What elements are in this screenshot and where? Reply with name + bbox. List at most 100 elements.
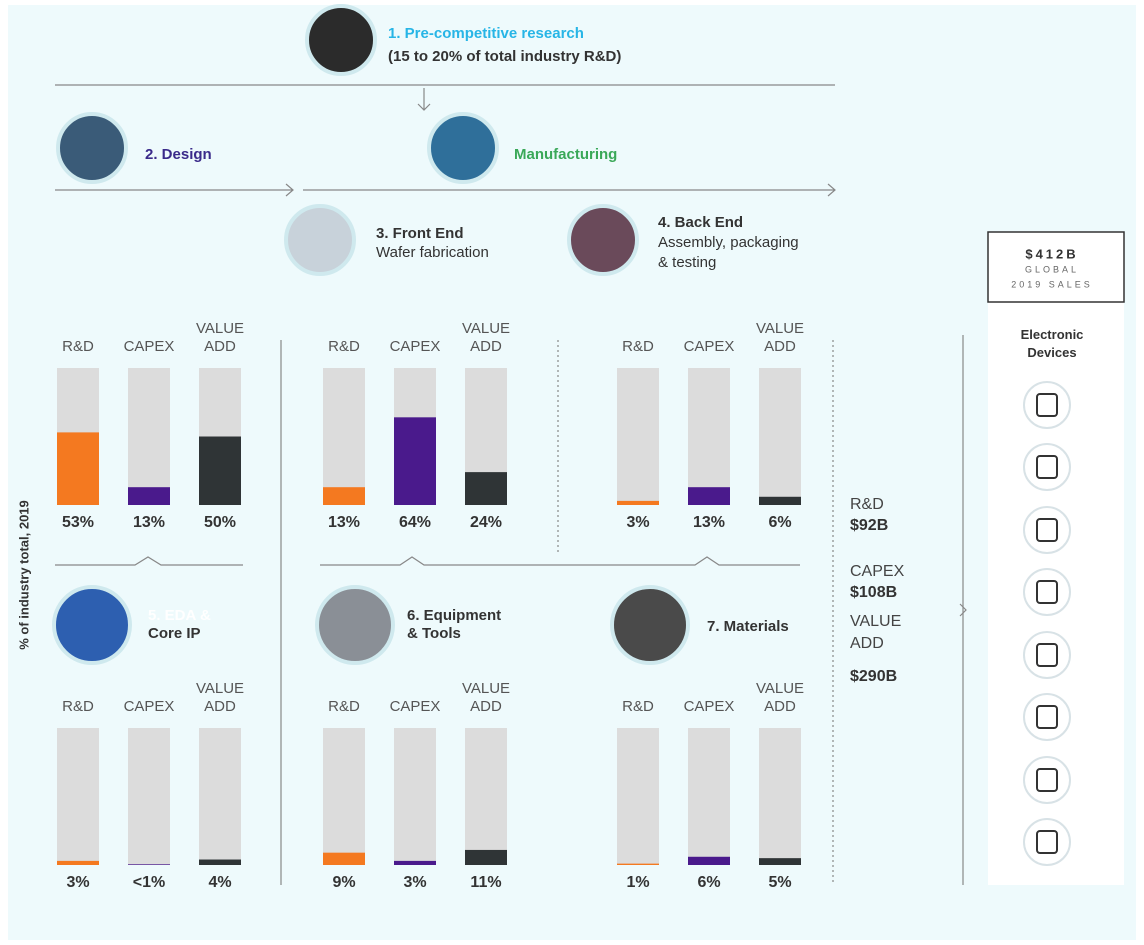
stage-label: 6. Equipment [407,607,501,624]
bar [394,861,436,865]
stage-label: Manufacturing [514,146,617,163]
bar [688,487,730,505]
device-icon [1024,632,1070,678]
bar-track [617,728,659,865]
category-label: VALUE ADD [190,320,250,356]
stage-label: & Tools [407,625,461,642]
category-label: R&D [48,698,108,716]
bar [465,472,507,505]
value-label: 50% [204,514,236,531]
bar-track [688,728,730,865]
device-icon [1024,507,1070,553]
bar [128,487,170,505]
value-label: 53% [62,514,94,531]
category-label: CAPEX [119,698,179,716]
stage-desc: & testing [658,254,716,271]
category-label: R&D [314,338,374,356]
infographic: 1. Pre-competitive research (15 to 20% o… [0,0,1144,945]
bar-track [128,368,170,505]
total-value: $290B [850,666,920,688]
category-label: CAPEX [385,338,445,356]
category-label: R&D [48,338,108,356]
stage-label: 7. Materials [707,618,789,635]
sales-value: $412B [1025,246,1078,261]
value-label: 3% [626,514,649,531]
stage-label: 3. Front End [376,225,464,242]
category-label: VALUE ADD [750,680,810,716]
value-label: 1% [626,874,649,891]
bar-track [57,728,99,865]
stage-desc: Wafer fabrication [376,244,489,261]
canvas: 1. Pre-competitive research (15 to 20% o… [0,0,1144,945]
bar [465,850,507,865]
bar [617,864,659,865]
stage-label: 4. Back End [658,214,743,231]
bar-track [688,368,730,505]
value-label: 13% [693,514,725,531]
category-label: R&D [608,338,668,356]
value-label: 9% [332,874,355,891]
bar-track [323,368,365,505]
device-icon [1024,694,1070,740]
bar [323,853,365,865]
bar-track [617,368,659,505]
subtitle: (15 to 20% of total industry R&D) [388,48,621,65]
value-label: 5% [768,874,791,891]
value-label: 6% [697,874,720,891]
category-label: CAPEX [679,338,739,356]
total-value: $108B [850,582,920,604]
total-label: R&D [850,494,920,516]
total-label: CAPEX [850,561,920,583]
stage-desc: Assembly, packaging [658,234,799,251]
bar [199,437,241,506]
total-value: $92B [850,515,920,537]
stage-label: Core IP [148,625,201,642]
y-axis-label: % of industry total, 2019 [16,500,31,650]
stage-label: 5. EDA & [148,607,211,624]
category-label: R&D [314,698,374,716]
device-icon [1024,382,1070,428]
bar [128,864,170,865]
bar [394,417,436,505]
bar [323,487,365,505]
category-label: VALUE ADD [750,320,810,356]
bar [57,861,99,865]
device-icon [1024,819,1070,865]
device-icon [1024,444,1070,490]
category-label: VALUE ADD [456,680,516,716]
category-label: VALUE ADD [456,320,516,356]
value-label: 24% [470,514,502,531]
bar [759,497,801,505]
value-label: 3% [66,874,89,891]
bar [688,857,730,865]
value-label: <1% [133,874,165,891]
bar [199,860,241,865]
device-icon [1024,757,1070,803]
title: 1. Pre-competitive research [388,25,584,42]
sales-label: 2019 SALES [1011,279,1093,289]
stage-label: 2. Design [145,146,212,163]
bar-track [199,728,241,865]
bar [57,432,99,505]
value-label: 13% [328,514,360,531]
value-label: 6% [768,514,791,531]
device-icon [1024,569,1070,615]
devices-title: Electronic Devices [1002,326,1102,362]
total-label: VALUE ADD [850,611,920,655]
category-label: VALUE ADD [190,680,250,716]
bar [759,858,801,865]
bar [617,501,659,505]
category-label: CAPEX [679,698,739,716]
category-label: R&D [608,698,668,716]
bar-track [465,728,507,865]
value-label: 11% [470,874,501,891]
value-label: 4% [208,874,231,891]
bar-track [128,728,170,865]
value-label: 64% [399,514,431,531]
bar-track [759,728,801,865]
bar-track [323,728,365,865]
bar-track [759,368,801,505]
value-label: 3% [403,874,426,891]
category-label: CAPEX [119,338,179,356]
bar-track [394,728,436,865]
